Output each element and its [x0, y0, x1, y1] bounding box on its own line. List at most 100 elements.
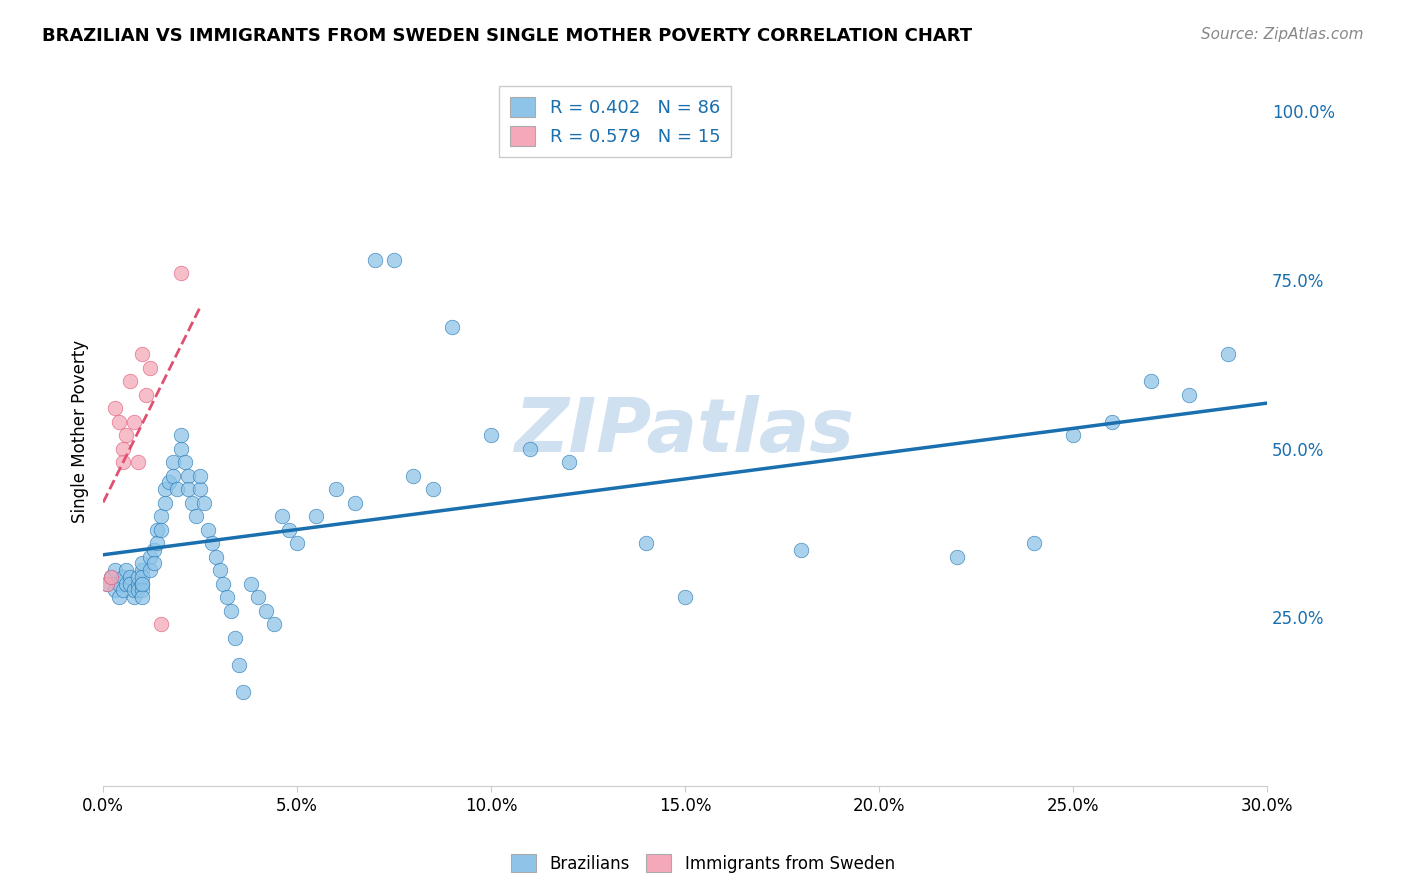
Point	[162, 468, 184, 483]
Point	[115, 563, 138, 577]
Point	[193, 496, 215, 510]
Point	[170, 442, 193, 456]
Point	[138, 360, 160, 375]
Point	[120, 576, 142, 591]
Point	[107, 576, 129, 591]
Point	[131, 576, 153, 591]
Point	[107, 415, 129, 429]
Point	[162, 455, 184, 469]
Point	[131, 583, 153, 598]
Point	[278, 523, 301, 537]
Point	[232, 684, 254, 698]
Point	[263, 617, 285, 632]
Point	[166, 482, 188, 496]
Point	[219, 604, 242, 618]
Point	[111, 570, 134, 584]
Point	[170, 428, 193, 442]
Point	[170, 266, 193, 280]
Point	[208, 563, 231, 577]
Point	[127, 583, 149, 598]
Point	[131, 557, 153, 571]
Point	[100, 570, 122, 584]
Point	[100, 570, 122, 584]
Point	[122, 583, 145, 598]
Point	[115, 428, 138, 442]
Point	[157, 475, 180, 490]
Point	[479, 428, 502, 442]
Point	[146, 523, 169, 537]
Point	[673, 590, 696, 604]
Point	[441, 320, 464, 334]
Point	[186, 509, 208, 524]
Point	[197, 523, 219, 537]
Point	[96, 576, 118, 591]
Point	[1178, 387, 1201, 401]
Point	[1062, 428, 1084, 442]
Point	[138, 563, 160, 577]
Point	[1101, 415, 1123, 429]
Point	[945, 549, 967, 564]
Point	[204, 549, 226, 564]
Point	[254, 604, 277, 618]
Point	[127, 576, 149, 591]
Point	[127, 570, 149, 584]
Point	[104, 583, 127, 598]
Point	[305, 509, 328, 524]
Point	[188, 468, 211, 483]
Point	[217, 590, 239, 604]
Point	[131, 590, 153, 604]
Point	[201, 536, 224, 550]
Point	[135, 387, 157, 401]
Point	[382, 252, 405, 267]
Legend: Brazilians, Immigrants from Sweden: Brazilians, Immigrants from Sweden	[505, 847, 901, 880]
Point	[138, 549, 160, 564]
Legend: R = 0.402   N = 86, R = 0.579   N = 15: R = 0.402 N = 86, R = 0.579 N = 15	[499, 87, 731, 157]
Point	[557, 455, 579, 469]
Point	[1024, 536, 1046, 550]
Point	[153, 482, 176, 496]
Text: BRAZILIAN VS IMMIGRANTS FROM SWEDEN SINGLE MOTHER POVERTY CORRELATION CHART: BRAZILIAN VS IMMIGRANTS FROM SWEDEN SING…	[42, 27, 973, 45]
Point	[402, 468, 425, 483]
Point	[181, 496, 204, 510]
Point	[224, 631, 246, 645]
Point	[111, 583, 134, 598]
Point	[325, 482, 347, 496]
Point	[212, 576, 235, 591]
Point	[285, 536, 308, 550]
Point	[107, 590, 129, 604]
Point	[150, 617, 173, 632]
Point	[1139, 374, 1161, 388]
Point	[177, 482, 200, 496]
Point	[111, 442, 134, 456]
Point	[150, 523, 173, 537]
Point	[636, 536, 658, 550]
Point	[127, 455, 149, 469]
Point	[173, 455, 195, 469]
Point	[122, 415, 145, 429]
Point	[122, 590, 145, 604]
Point	[1216, 347, 1239, 361]
Point	[120, 570, 142, 584]
Y-axis label: Single Mother Poverty: Single Mother Poverty	[72, 340, 89, 524]
Text: ZIPatlas: ZIPatlas	[515, 395, 855, 468]
Point	[150, 509, 173, 524]
Point	[228, 657, 250, 672]
Point	[131, 563, 153, 577]
Point	[177, 468, 200, 483]
Point	[96, 576, 118, 591]
Point	[131, 570, 153, 584]
Point	[104, 563, 127, 577]
Point	[153, 496, 176, 510]
Point	[142, 557, 165, 571]
Point	[120, 374, 142, 388]
Point	[519, 442, 541, 456]
Point	[131, 576, 153, 591]
Point	[363, 252, 385, 267]
Point	[247, 590, 270, 604]
Point	[270, 509, 292, 524]
Point	[131, 347, 153, 361]
Point	[146, 536, 169, 550]
Point	[188, 482, 211, 496]
Point	[115, 576, 138, 591]
Point	[422, 482, 444, 496]
